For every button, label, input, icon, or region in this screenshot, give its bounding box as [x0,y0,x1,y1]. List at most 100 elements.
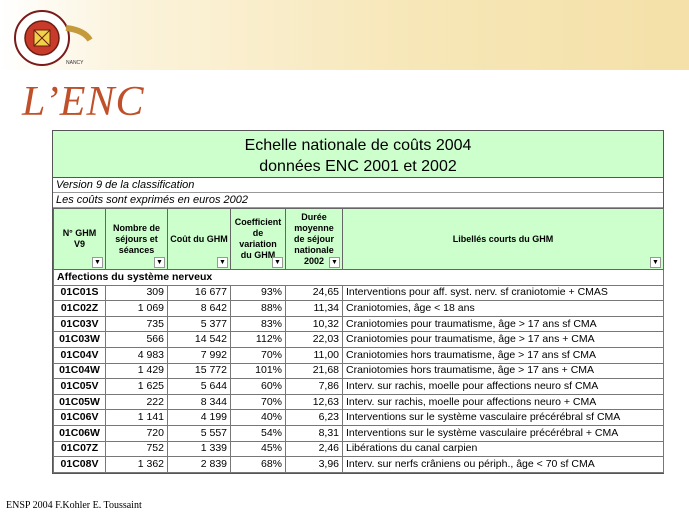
libelle-cell: Interventions sur le système vasculaire … [342,409,664,426]
ghm-code-cell: 01C03W [53,331,106,348]
nb-sejours-cell: 4 983 [105,346,168,364]
table-row: 01C01S 309 16 677 93% 24,65 Interventions pou… [53,284,664,302]
nb-sejours-cell: 1 069 [105,300,168,317]
table-row: 01C02Z 1 069 8 642 88% 11,34 Craniotomies, âg… [53,300,664,317]
cv-cell: 88% [230,300,286,317]
dms-cell: 3,96 [285,456,343,473]
table-row: 01C07Z 752 1 339 45% 2,46 Libérations du cana… [53,440,664,458]
cout-cell: 2 839 [167,456,231,473]
cout-cell: 5 644 [167,378,231,395]
cv-cell: 68% [230,456,286,473]
dms-cell: 21,68 [285,362,343,380]
nb-sejours-cell: 1 625 [105,378,168,395]
header-banner: NANCY [0,0,689,70]
nb-sejours-cell: 1 429 [105,362,168,380]
nb-sejours-cell: 752 [105,440,168,458]
filter-dropdown-icon[interactable]: ▼ [154,257,165,268]
footer-credit: ENSP 2004 F.Kohler E. Toussaint [6,500,142,511]
cout-cell: 5 557 [167,424,231,442]
section-row: Affections du système nerveux [53,269,664,286]
table-row: 01C08V 1 362 2 839 68% 3,96 Interv. sur nerfs… [53,456,664,473]
cout-cell: 8 344 [167,393,231,411]
dms-cell: 11,34 [285,300,343,317]
table-row: 01C04W 1 429 15 772 101% 21,68 Craniotomies h… [53,362,664,380]
cv-cell: 101% [230,362,286,380]
ghm-code-cell: 01C01S [53,284,106,302]
table-row: 01C03V 735 5 377 83% 10,32 Craniotomies pour … [53,315,664,333]
cv-cell: 93% [230,284,286,302]
dms-cell: 8,31 [285,424,343,442]
cv-cell: 60% [230,378,286,395]
filter-dropdown-icon[interactable]: ▼ [272,257,283,268]
section-label: Affections du système nerveux [53,269,664,286]
filter-dropdown-icon[interactable]: ▼ [217,257,228,268]
dms-cell: 11,00 [285,346,343,364]
cout-cell: 15 772 [167,362,231,380]
ghm-code-cell: 01C02Z [53,300,106,317]
table-row: 01C04V 4 983 7 992 70% 11,00 Craniotomies hor… [53,346,664,364]
svg-text:NANCY: NANCY [66,60,84,66]
ghm-code-cell: 01C03V [53,315,106,333]
col-header-nb: Nombre de séjours et séances ▼ [105,208,168,270]
ghm-code-cell: 01C06W [53,424,106,442]
libelle-cell: Interventions sur le système vasculaire … [342,424,664,442]
col-header-ghm: N° GHM V9 ▼ [53,208,106,270]
nb-sejours-cell: 1 141 [105,409,168,426]
libelle-cell: Interv. sur rachis, moelle pour affectio… [342,393,664,411]
libelle-cell: Craniotomies, âge < 18 ans [342,300,664,317]
libelle-cell: Libérations du canal carpien [342,440,664,458]
dms-cell: 24,65 [285,284,343,302]
filter-dropdown-icon[interactable]: ▼ [650,257,661,268]
ghm-code-cell: 01C08V [53,456,106,473]
nb-sejours-cell: 720 [105,424,168,442]
cv-cell: 83% [230,315,286,333]
libelle-cell: Craniotomies hors traumatisme, âge > 17 … [342,346,664,364]
col-header-cout: Coût du GHM ▼ [167,208,231,270]
ghm-code-cell: 01C05V [53,378,106,395]
table-row: 01C06W 720 5 557 54% 8,31 Interventions sur l… [53,424,664,442]
nb-sejours-cell: 222 [105,393,168,411]
note-version: Version 9 de la classification [53,178,663,193]
libelle-cell: Craniotomies pour traumatisme, âge > 17 … [342,331,664,348]
cout-cell: 7 992 [167,346,231,364]
sheet-title: Echelle nationale de coûts 2004 données … [53,131,663,178]
cout-cell: 8 642 [167,300,231,317]
table-row: 01C05V 1 625 5 644 60% 7,86 Interv. sur rachi… [53,378,664,395]
ghm-code-cell: 01C04W [53,362,106,380]
libelle-cell: Interventions pour aff. syst. nerv. sf c… [342,284,664,302]
ghm-table: N° GHM V9 ▼ Nombre de séjours et séances ▼… [53,208,664,473]
note-currency: Les coûts sont exprimés en euros 2002 [53,193,663,208]
header-row: N° GHM V9 ▼ Nombre de séjours et séances ▼… [53,208,664,270]
nb-sejours-cell: 309 [105,284,168,302]
nb-sejours-cell: 735 [105,315,168,333]
cout-cell: 14 542 [167,331,231,348]
dms-cell: 10,32 [285,315,343,333]
libelle-cell: Interv. sur rachis, moelle pour affectio… [342,378,664,395]
slide-title: L’ENC [22,79,145,125]
cv-cell: 70% [230,346,286,364]
ghm-code-cell: 01C04V [53,346,106,364]
col-header-cv: Coefficient de variation du GHM ▼ [230,208,286,270]
libelle-cell: Craniotomies hors traumatisme, âge > 17 … [342,362,664,380]
cv-cell: 40% [230,409,286,426]
cout-cell: 1 339 [167,440,231,458]
table-row: 01C05W 222 8 344 70% 12,63 Interv. sur rachis… [53,393,664,411]
nb-sejours-cell: 566 [105,331,168,348]
sheet-title-line2: données ENC 2001 et 2002 [259,158,457,175]
filter-dropdown-icon[interactable]: ▼ [92,257,103,268]
filter-dropdown-icon[interactable]: ▼ [329,257,340,268]
dms-cell: 2,46 [285,440,343,458]
university-logo: NANCY [14,10,93,66]
cout-cell: 4 199 [167,409,231,426]
col-header-lib: Libellés courts du GHM ▼ [342,208,664,270]
cv-cell: 70% [230,393,286,411]
ghm-code-cell: 01C05W [53,393,106,411]
ghm-code-cell: 01C07Z [53,440,106,458]
table-row: 01C06V 1 141 4 199 40% 6,23 Interventions sur… [53,409,664,426]
cout-cell: 5 377 [167,315,231,333]
cout-cell: 16 677 [167,284,231,302]
dms-cell: 7,86 [285,378,343,395]
libelle-cell: Interv. sur nerfs crâniens ou périph., â… [342,456,664,473]
nb-sejours-cell: 1 362 [105,456,168,473]
col-header-dms: Durée moyenne de séjour nationale 2002 ▼ [285,208,343,270]
